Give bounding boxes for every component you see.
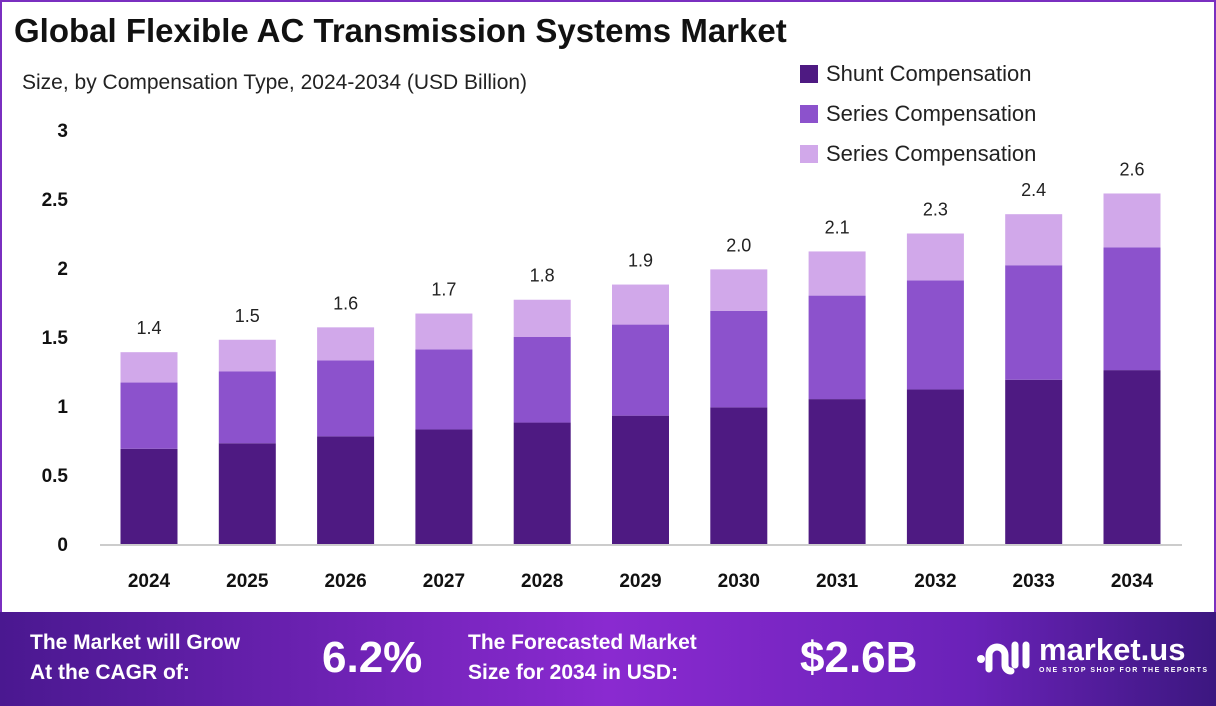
legend-item: Shunt Compensation	[800, 54, 1036, 94]
chart-title: Global Flexible AC Transmission Systems …	[14, 12, 787, 49]
y-tick-label: 3	[57, 121, 68, 142]
x-tick-label: 2028	[521, 571, 563, 592]
footer-banner: The Market will Grow At the CAGR of: 6.2%…	[0, 612, 1216, 706]
total-label: 2.0	[726, 235, 751, 255]
bar-segment-3	[906, 233, 964, 281]
bar-segment-2	[513, 337, 571, 423]
market-us-logo: market.us ONE STOP SHOP FOR THE REPORTS	[975, 634, 1209, 676]
x-tick-label: 2025	[226, 571, 269, 592]
bar-segment-3	[1005, 214, 1063, 266]
total-label: 1.6	[333, 293, 358, 313]
bar-segment-3	[1103, 193, 1161, 248]
legend-item: Series Compensation	[800, 134, 1036, 174]
cagr-label: The Market will Grow At the CAGR of:	[30, 628, 240, 688]
total-label: 1.9	[628, 251, 653, 271]
logo-icon	[977, 641, 1030, 675]
total-label: 1.8	[530, 266, 555, 286]
legend-swatch	[800, 65, 818, 83]
bar-segment-3	[218, 339, 276, 372]
bar-segment-3	[120, 352, 178, 383]
bar-segment-1	[317, 436, 375, 544]
y-tick-label: 1	[57, 397, 68, 418]
bar-segment-3	[317, 327, 375, 361]
total-label: 2.6	[1119, 159, 1144, 179]
x-tick-label: 2031	[816, 571, 859, 592]
bar-segment-3	[710, 269, 768, 311]
logo-tagline: ONE STOP SHOP FOR THE REPORTS	[1039, 667, 1209, 674]
bar-segment-1	[218, 443, 276, 544]
bar-segment-2	[218, 371, 276, 444]
bar-segment-1	[120, 448, 178, 544]
y-tick-label: 0.5	[42, 466, 69, 487]
bar-segment-2	[317, 360, 375, 437]
bar-segment-3	[415, 313, 473, 350]
legend: Shunt Compensation Series Compensation S…	[800, 54, 1036, 174]
cagr-label-line: At the CAGR of:	[30, 661, 190, 684]
bar-segment-2	[1103, 247, 1161, 371]
x-tick-label: 2032	[914, 571, 956, 592]
bar-chart: 0 0.5 1 1.5 2 2.5 3 1.4 2024 1.5 2025 1.6 2026 1.7 202…	[42, 121, 1182, 592]
x-tick-label: 2029	[619, 571, 661, 592]
legend-swatch	[800, 145, 818, 163]
bar-segment-2	[415, 349, 473, 430]
total-label: 2.4	[1021, 180, 1046, 200]
bar-segment-1	[1103, 370, 1161, 544]
x-tick-label: 2034	[1111, 571, 1154, 592]
bar-segment-3	[513, 299, 571, 337]
y-tick-label: 1.5	[42, 328, 69, 349]
x-tick-label: 2030	[718, 571, 760, 592]
legend-item: Series Compensation	[800, 94, 1036, 134]
cagr-value: 6.2%	[322, 633, 423, 682]
bar-segment-3	[808, 251, 866, 296]
forecast-label-line: Size for 2034 in USD:	[468, 661, 679, 684]
legend-label: Series Compensation	[826, 101, 1037, 126]
bar-segment-1	[710, 407, 768, 544]
legend-swatch	[800, 105, 818, 123]
bar-segment-3	[612, 284, 669, 325]
legend-label: Series Compensation	[826, 141, 1037, 166]
bar-segment-2	[710, 310, 768, 408]
total-label: 1.7	[431, 280, 456, 300]
chart-subtitle: Size, by Compensation Type, 2024-2034 (U…	[22, 71, 528, 94]
total-label: 1.5	[235, 306, 260, 326]
x-tick-label: 2026	[324, 571, 366, 592]
bar-segment-1	[612, 415, 669, 544]
x-tick-label: 2027	[423, 571, 465, 592]
bar-segment-1	[906, 389, 964, 544]
logo-name: market.us	[1039, 632, 1186, 667]
forecast-label-line: The Forecasted Market	[468, 631, 697, 654]
x-tick-label: 2024	[128, 571, 171, 592]
forecast-label: The Forecasted Market Size for 2034 in US…	[468, 628, 697, 688]
y-tick-label: 2.5	[42, 190, 69, 211]
bar-segment-2	[612, 324, 669, 416]
total-label: 2.3	[923, 200, 948, 220]
forecast-value: $2.6B	[800, 633, 918, 682]
legend-label: Shunt Compensation	[826, 61, 1032, 86]
bar-segment-2	[120, 382, 178, 449]
bar-segment-2	[906, 280, 964, 390]
total-label: 1.4	[136, 318, 161, 338]
cagr-label-line: The Market will Grow	[30, 631, 241, 654]
bar-segment-1	[1005, 379, 1063, 544]
bar-segment-1	[415, 429, 473, 544]
bar-segment-2	[1005, 265, 1063, 380]
total-label: 2.1	[825, 217, 850, 237]
bar-segment-2	[808, 295, 866, 400]
bar-segment-1	[808, 399, 866, 544]
y-tick-label: 0	[57, 535, 68, 556]
x-tick-label: 2033	[1013, 571, 1055, 592]
bar-segment-1	[513, 422, 571, 544]
y-tick-label: 2	[57, 259, 68, 280]
